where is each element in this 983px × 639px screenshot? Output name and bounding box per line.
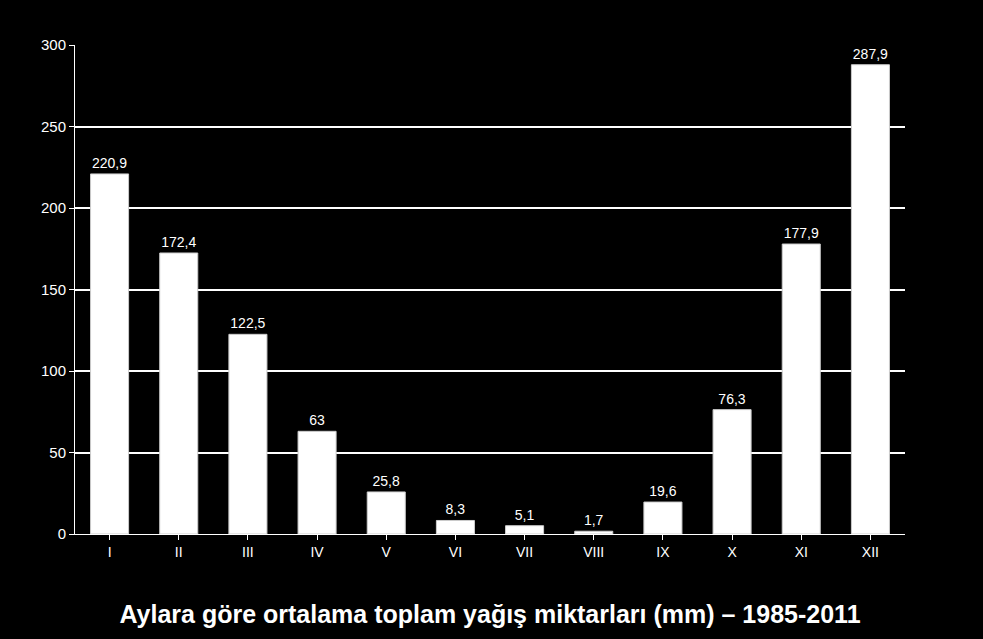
svg-text:XII: XII — [862, 544, 879, 560]
svg-text:220,9: 220,9 — [92, 155, 127, 171]
svg-text:VI: VI — [449, 544, 462, 560]
svg-text:200: 200 — [41, 199, 66, 216]
svg-text:VII: VII — [516, 544, 533, 560]
svg-text:VIII: VIII — [583, 544, 604, 560]
svg-text:177,9: 177,9 — [784, 225, 819, 241]
svg-text:8,3: 8,3 — [446, 501, 466, 517]
svg-text:172,4: 172,4 — [161, 234, 196, 250]
svg-text:150: 150 — [41, 281, 66, 298]
svg-text:1,7: 1,7 — [584, 512, 604, 528]
svg-text:63: 63 — [309, 412, 325, 428]
svg-text:100: 100 — [41, 362, 66, 379]
svg-text:X: X — [727, 544, 737, 560]
svg-text:300: 300 — [41, 36, 66, 53]
svg-text:IX: IX — [656, 544, 670, 560]
svg-text:76,3: 76,3 — [718, 391, 745, 407]
svg-text:5,1: 5,1 — [515, 507, 535, 523]
svg-text:19,6: 19,6 — [649, 483, 676, 499]
svg-text:122,5: 122,5 — [230, 315, 265, 331]
svg-text:50: 50 — [49, 444, 66, 461]
svg-text:XI: XI — [795, 544, 808, 560]
svg-text:I: I — [108, 544, 112, 560]
svg-text:250: 250 — [41, 118, 66, 135]
svg-text:II: II — [175, 544, 183, 560]
svg-text:287,9: 287,9 — [853, 46, 888, 62]
svg-text:25,8: 25,8 — [373, 473, 400, 489]
svg-text:III: III — [242, 544, 254, 560]
svg-text:V: V — [382, 544, 392, 560]
svg-text:IV: IV — [310, 544, 324, 560]
svg-text:0: 0 — [58, 525, 66, 542]
svg-text:Aylara göre ortalama toplam ya: Aylara göre ortalama toplam yağış miktar… — [119, 600, 860, 628]
